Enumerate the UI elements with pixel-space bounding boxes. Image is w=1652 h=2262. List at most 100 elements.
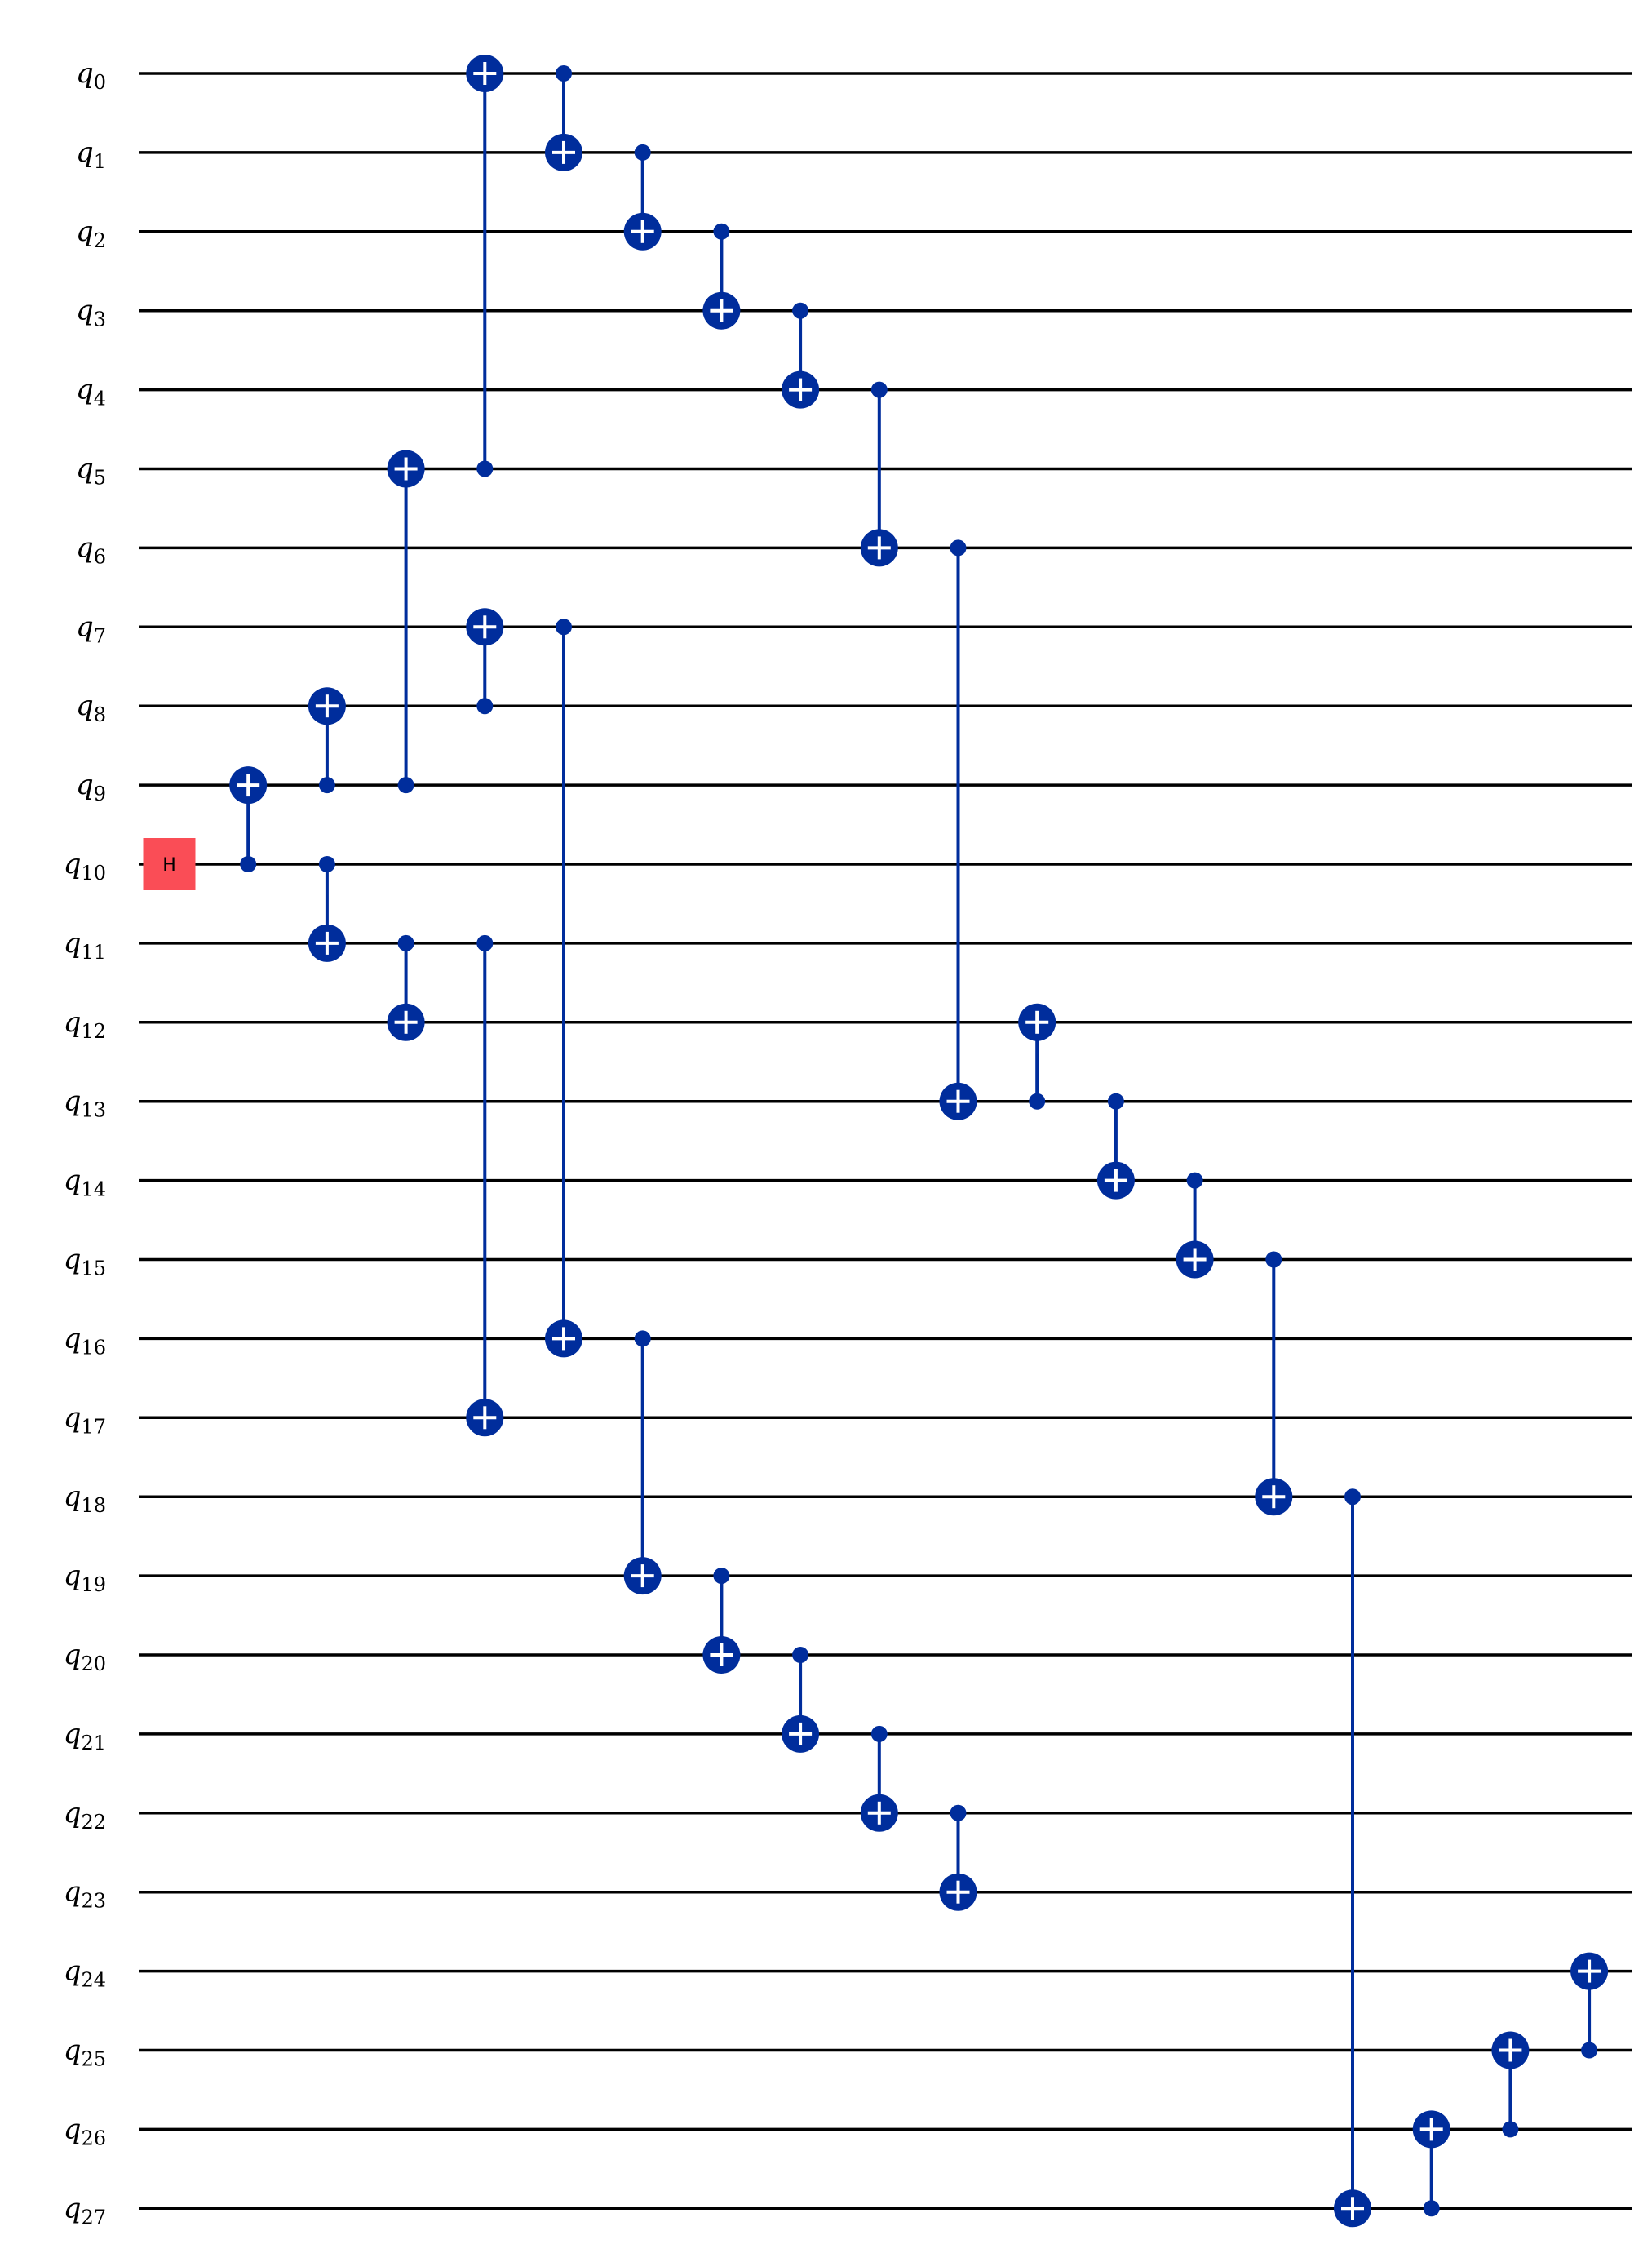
qubit-label-2: q2 bbox=[76, 215, 106, 252]
cnot-gate-q11-q12 bbox=[387, 934, 425, 1041]
cnot-target bbox=[702, 1636, 741, 1674]
cnot-control-dot bbox=[870, 381, 888, 398]
cnot-control-dot bbox=[1423, 2200, 1440, 2217]
cnot-gate-q6-q13 bbox=[939, 539, 977, 1120]
cnot-control-dot bbox=[556, 619, 572, 636]
cnot-control-dot bbox=[556, 65, 572, 82]
qubit-label-1: q1 bbox=[76, 136, 106, 173]
cnot-control-dot bbox=[634, 144, 651, 161]
qubit-label-5: q5 bbox=[76, 453, 106, 490]
cnot-target bbox=[1255, 1478, 1293, 1516]
cnot-gate-q3-q4 bbox=[782, 302, 820, 409]
qubit-label-4: q4 bbox=[76, 374, 106, 410]
cnot-gate-q22-q23 bbox=[939, 1804, 977, 1911]
h-gate-box bbox=[143, 838, 196, 890]
qubit-label-22: q22 bbox=[64, 1797, 106, 1834]
cnot-target bbox=[1018, 1003, 1056, 1041]
cnot-target bbox=[387, 1003, 425, 1041]
h-gate-label: H bbox=[162, 855, 176, 876]
cnot-control-dot bbox=[318, 856, 335, 872]
cnot-target bbox=[308, 687, 346, 725]
cnot-target bbox=[860, 1794, 898, 1832]
cnot-control-dot bbox=[1581, 2042, 1598, 2059]
cnot-control-dot bbox=[792, 1647, 809, 1663]
cnot-control-dot bbox=[950, 539, 967, 557]
cnot-target bbox=[860, 529, 898, 567]
cnot-target bbox=[939, 1873, 977, 1911]
cnot-control-dot bbox=[476, 460, 494, 477]
cnot-gate-q0-q1 bbox=[545, 65, 582, 171]
h-gate: H bbox=[143, 838, 196, 890]
cnot-target bbox=[545, 133, 582, 171]
qubit-label-6: q6 bbox=[76, 531, 106, 568]
cnot-control-dot bbox=[1029, 1093, 1046, 1110]
cnot-gate-q25-q24 bbox=[1570, 1952, 1609, 2059]
cnot-control-dot bbox=[950, 1804, 967, 1821]
cnot-target bbox=[1570, 1952, 1609, 1990]
qubit-label-10: q10 bbox=[64, 848, 106, 885]
cnot-gate-q21-q22 bbox=[860, 1725, 898, 1832]
cnot-gate-q10-q9 bbox=[229, 766, 268, 872]
qubit-label-16: q16 bbox=[64, 1322, 106, 1359]
qubit-label-0: q0 bbox=[76, 57, 106, 94]
cnot-control-dot bbox=[397, 934, 414, 951]
cnot-gate-q16-q19 bbox=[623, 1330, 662, 1595]
cnot-control-dot bbox=[1502, 2121, 1519, 2138]
cnot-gate-q9-q5 bbox=[387, 450, 425, 794]
qubit-label-25: q25 bbox=[64, 2034, 106, 2071]
cnot-control-dot bbox=[1186, 1172, 1203, 1189]
cnot-gate-q13-q14 bbox=[1096, 1093, 1135, 1200]
qubit-label-14: q14 bbox=[64, 1164, 106, 1201]
cnot-target bbox=[1491, 2031, 1530, 2069]
cnot-target bbox=[782, 1714, 820, 1753]
cnot-gate-q13-q12 bbox=[1018, 1003, 1056, 1110]
cnot-gate-q9-q8 bbox=[308, 687, 346, 794]
cnot-target bbox=[782, 370, 820, 409]
cnot-gate-q19-q20 bbox=[702, 1568, 741, 1674]
cnot-target bbox=[623, 212, 662, 251]
cnot-control-dot bbox=[713, 223, 730, 240]
cnot-target bbox=[466, 1399, 504, 1437]
qubit-label-18: q18 bbox=[64, 1480, 106, 1517]
cnot-control-dot bbox=[476, 934, 494, 951]
cnot-target bbox=[1176, 1240, 1214, 1279]
qubit-label-24: q24 bbox=[64, 1955, 106, 1992]
cnot-control-dot bbox=[397, 777, 414, 794]
cnot-gate-q14-q15 bbox=[1176, 1172, 1214, 1279]
cnot-target bbox=[545, 1320, 582, 1358]
cnot-target bbox=[1334, 2189, 1371, 2228]
cnot-control-dot bbox=[1265, 1251, 1282, 1268]
cnot-target bbox=[939, 1082, 977, 1120]
qubit-label-19: q19 bbox=[64, 1559, 106, 1596]
cnot-target bbox=[229, 766, 268, 805]
cnot-target bbox=[623, 1557, 662, 1595]
qubit-label-23: q23 bbox=[64, 1876, 106, 1913]
gates: H bbox=[143, 55, 1609, 2228]
cnot-gate-q4-q6 bbox=[860, 381, 898, 567]
cnot-gate-q7-q16 bbox=[545, 619, 582, 1358]
cnot-target bbox=[308, 924, 346, 962]
cnot-gate-q27-q26 bbox=[1412, 2110, 1450, 2217]
cnot-gate-q1-q2 bbox=[623, 144, 662, 251]
cnot-gate-q8-q7 bbox=[466, 608, 504, 715]
qubit-label-17: q17 bbox=[64, 1401, 106, 1438]
cnot-control-dot bbox=[240, 856, 257, 872]
qubit-label-3: q3 bbox=[76, 295, 106, 331]
qubit-label-9: q9 bbox=[76, 769, 106, 805]
qubit-label-21: q21 bbox=[64, 1718, 106, 1754]
cnot-control-dot bbox=[713, 1568, 730, 1585]
qubit-label-7: q7 bbox=[76, 610, 106, 647]
cnot-gate-q18-q27 bbox=[1334, 1488, 1371, 2228]
cnot-target bbox=[1096, 1161, 1135, 1200]
qubit-label-20: q20 bbox=[64, 1639, 106, 1675]
cnot-gate-q10-q11 bbox=[308, 856, 346, 962]
cnot-gate-q2-q3 bbox=[702, 223, 741, 330]
qubit-label-11: q11 bbox=[64, 927, 106, 964]
cnot-gate-q20-q21 bbox=[782, 1647, 820, 1753]
cnot-gate-q5-q0 bbox=[466, 55, 504, 477]
cnot-target bbox=[387, 450, 425, 488]
cnot-control-dot bbox=[318, 777, 335, 794]
cnot-gate-q15-q18 bbox=[1255, 1251, 1293, 1516]
cnot-target bbox=[702, 291, 741, 330]
